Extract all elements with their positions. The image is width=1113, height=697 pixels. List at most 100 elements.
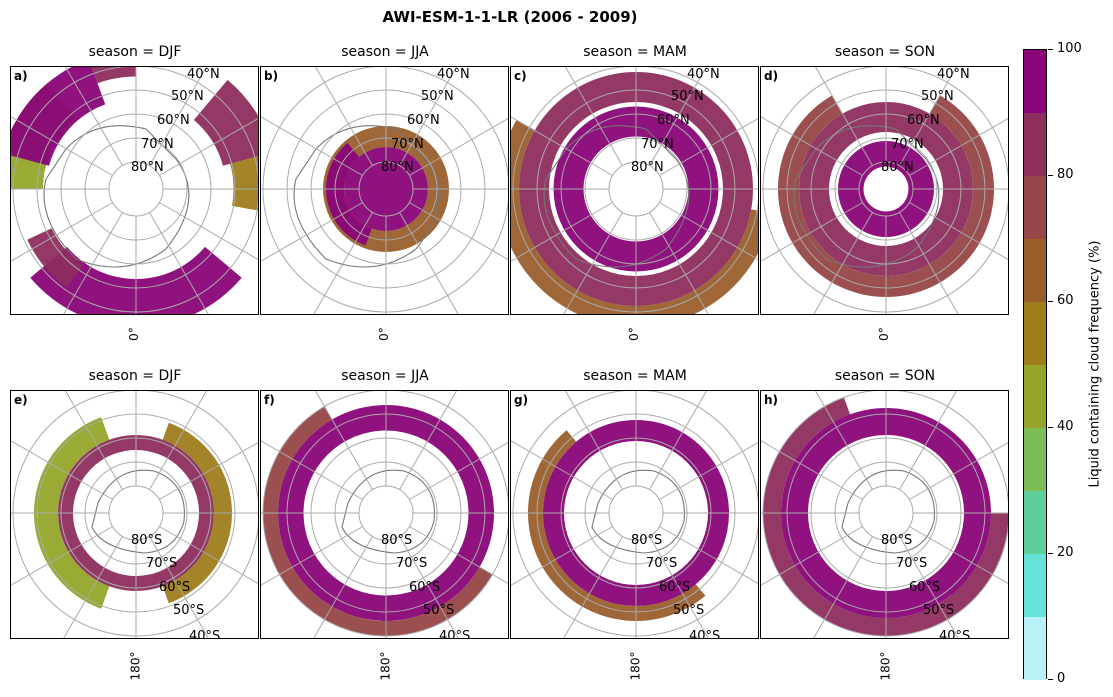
colorbar [1023,49,1047,680]
longitude-gridline [813,536,873,638]
latitude-label: 50°N [921,89,954,104]
longitude-gridline [261,440,363,500]
latitude-label: 80°S [631,533,663,548]
colorbar-tick-mark [1048,427,1053,428]
latitude-label: 40°N [937,67,970,82]
coastline [793,125,940,268]
panel-letter: a) [14,69,28,83]
coastline [841,469,935,554]
panel-letter: f) [264,393,275,407]
colorbar-tick-mark [1048,175,1053,176]
panel-letter: d) [764,69,779,83]
frequency-band-1 [344,147,428,231]
longitude-gridline [659,202,758,261]
longitude-gridline [511,202,613,262]
latitude-label: 40°N [687,67,720,82]
longitude-gridline [649,67,708,166]
colorbar-label: Liquid containing cloud frequency (%) [1087,240,1103,488]
longitude-gridline [909,526,1008,585]
colorbar-segment [1024,554,1046,617]
latitude-label: 50°S [173,603,205,618]
latitude-label: 50°S [423,603,455,618]
panel-title: season = JJA [341,44,429,60]
longitude-gridline [314,67,373,166]
longitude-label: 0° [126,327,141,341]
longitude-gridline [261,526,363,586]
longitude-gridline [11,526,113,586]
longitude-gridline [149,67,208,166]
panel-title: season = SON [834,368,936,384]
map-panel-3: c) 40°N 50°N 60°N 70°N 80°N [510,66,759,315]
longitude-gridline [409,117,508,176]
latitude-label: 80°N [881,160,914,175]
colorbar-tick-label: 60 [1057,293,1074,308]
longitude-gridline [159,441,258,500]
longitude-gridline [159,526,258,585]
coastline [341,469,435,554]
longitude-gridline [11,440,113,500]
longitude-gridline [659,526,758,585]
frequency-band-3 [326,143,372,246]
longitude-gridline [511,526,613,586]
latitude-label: 70°N [141,137,174,152]
longitude-gridline [899,391,958,490]
latitude-label: 40°S [689,629,721,639]
latitude-label: 60°S [159,580,191,595]
latitude-label: 70°N [391,137,424,152]
latitude-label: 50°N [171,89,204,104]
colorbar-segment [1024,239,1046,302]
latitude-label: 80°S [381,533,413,548]
frequency-band-2 [193,79,258,166]
longitude-gridline [909,441,1008,500]
frequency-band-6 [27,228,83,288]
latitude-label: 80°N [131,160,164,175]
panel-letter: h) [764,393,779,407]
longitude-gridline [649,212,709,314]
latitude-label: 60°N [657,113,690,128]
polar-map [761,391,1008,638]
longitude-gridline [313,212,373,314]
colorbar-tick-label: 100 [1057,41,1082,56]
map-panel-4: d) 40°N 50°N 60°N 70°N 80°N [760,66,1009,315]
longitude-gridline [899,536,959,638]
longitude-gridline [409,202,508,261]
latitude-label: 50°N [421,89,454,104]
latitude-label: 70°S [896,556,928,571]
colorbar-tick-mark [1048,553,1053,554]
latitude-label: 40°N [437,67,470,82]
longitude-gridline [761,526,863,586]
colorbar-segment [1024,617,1046,680]
longitude-gridline [313,536,373,638]
longitude-label: 0° [876,327,891,341]
coastline [293,125,440,268]
longitude-gridline [261,202,363,262]
panel-letter: e) [14,393,28,407]
polar-map [11,391,258,638]
colorbar-segment [1024,176,1046,239]
map-panel-2: b) 40°N 50°N 60°N 70°N 80°N [260,66,509,315]
latitude-label: 70°S [396,556,428,571]
map-panel-8: h) 80°S 70°S 60°S 50°S 40°S [760,390,1009,639]
latitude-label: 60°S [909,580,941,595]
longitude-gridline [409,441,508,500]
coastline [591,469,685,554]
longitude-gridline [149,391,208,490]
longitude-gridline [399,391,458,490]
longitude-gridline [564,67,623,166]
longitude-gridline [511,116,613,176]
polar-map [261,391,508,638]
colorbar-tick-label: 80 [1057,167,1074,182]
longitude-gridline [899,67,958,166]
longitude-gridline [261,116,363,176]
longitude-gridline [399,536,459,638]
figure-title: AWI-ESM-1-1-LR (2006 - 2009) [382,8,638,26]
colorbar-tick-mark [1048,679,1053,680]
latitude-label: 60°S [409,580,441,595]
latitude-label: 60°S [659,580,691,595]
longitude-gridline [149,536,209,638]
longitude-gridline [399,212,459,314]
panel-letter: g) [514,393,529,407]
longitude-gridline [761,116,863,176]
latitude-label: 70°N [641,137,674,152]
longitude-gridline [159,202,258,261]
